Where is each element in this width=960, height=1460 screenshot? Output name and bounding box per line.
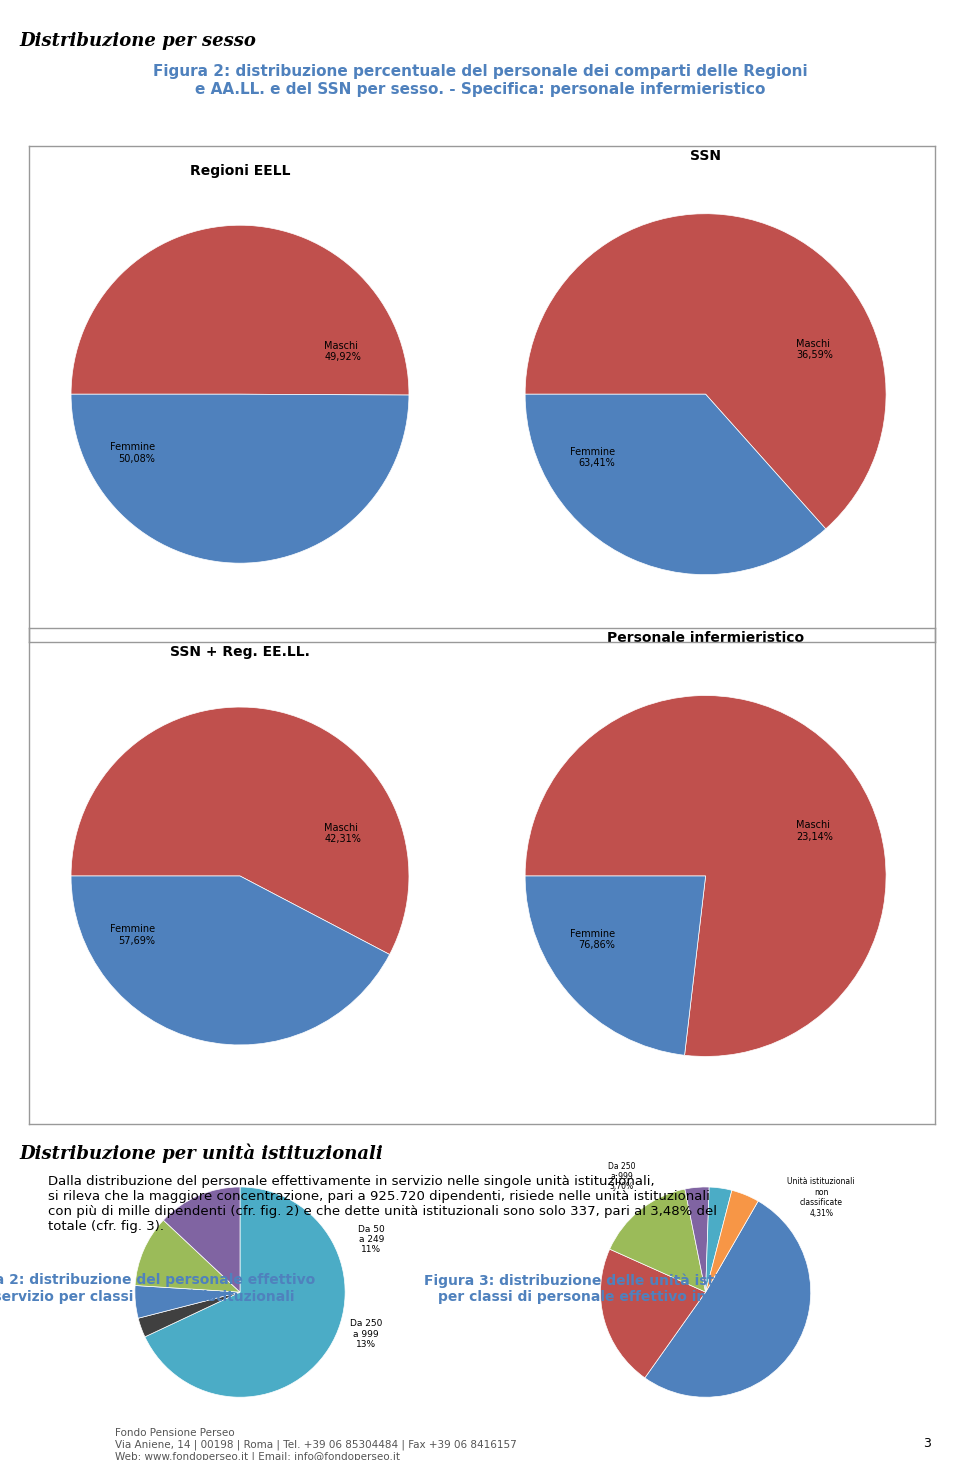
Wedge shape — [71, 225, 409, 396]
Wedge shape — [525, 213, 886, 529]
Wedge shape — [610, 1188, 706, 1292]
Title: Personale infermieristico: Personale infermieristico — [607, 631, 804, 645]
Text: Maschi
49,92%: Maschi 49,92% — [324, 340, 361, 362]
Text: Da 250
a 999
3,70%: Da 250 a 999 3,70% — [608, 1162, 636, 1191]
Wedge shape — [525, 394, 826, 575]
Text: Maschi
23,14%: Maschi 23,14% — [796, 821, 832, 842]
Wedge shape — [706, 1187, 732, 1292]
Wedge shape — [706, 1190, 758, 1292]
Wedge shape — [525, 695, 886, 1057]
Wedge shape — [135, 1285, 240, 1318]
Wedge shape — [138, 1292, 240, 1337]
Text: Distribuzione per sesso: Distribuzione per sesso — [19, 32, 256, 50]
Text: Da 50
a 249
11%: Da 50 a 249 11% — [358, 1225, 385, 1254]
Text: Figura 3: distribuzione delle unità istituzionali
per classi di personale effett: Figura 3: distribuzione delle unità isti… — [423, 1273, 786, 1304]
Text: Femmine
76,86%: Femmine 76,86% — [570, 929, 615, 950]
Text: Femmine
57,69%: Femmine 57,69% — [110, 924, 156, 946]
Wedge shape — [684, 1187, 709, 1292]
Title: SSN + Reg. EE.LL.: SSN + Reg. EE.LL. — [170, 645, 310, 660]
Wedge shape — [71, 876, 390, 1045]
Text: Figura 2: distribuzione percentuale del personale dei comparti delle Regioni
e A: Figura 2: distribuzione percentuale del … — [153, 64, 807, 96]
Wedge shape — [525, 876, 706, 1056]
Wedge shape — [71, 707, 409, 955]
Wedge shape — [145, 1187, 345, 1397]
Title: Regioni EELL: Regioni EELL — [190, 164, 290, 178]
Wedge shape — [601, 1250, 706, 1378]
Wedge shape — [71, 394, 409, 564]
Text: Femmine
63,41%: Femmine 63,41% — [570, 447, 615, 469]
Wedge shape — [645, 1202, 810, 1397]
Text: Fondo Pensione Perseo
Via Aniene, 14 | 00198 | Roma | Tel. +39 06 85304484 | Fax: Fondo Pensione Perseo Via Aniene, 14 | 0… — [115, 1428, 516, 1460]
Text: Figura 2: distribuzione del personale effettivo
in servizio per classi di unità : Figura 2: distribuzione del personale ef… — [0, 1273, 315, 1304]
Text: Distribuzione per unità istituzionali: Distribuzione per unità istituzionali — [19, 1143, 383, 1162]
Text: 3: 3 — [924, 1437, 931, 1450]
Wedge shape — [163, 1187, 240, 1292]
Text: Da 250
a 999
13%: Da 250 a 999 13% — [350, 1320, 382, 1349]
Text: Unità istituzionali
non
classificate
4,31%: Unità istituzionali non classificate 4,3… — [787, 1177, 855, 1218]
Text: Maschi
36,59%: Maschi 36,59% — [796, 339, 832, 361]
Wedge shape — [135, 1221, 240, 1292]
Text: Femmine
50,08%: Femmine 50,08% — [110, 442, 156, 464]
Text: Maschi
42,31%: Maschi 42,31% — [324, 822, 361, 844]
Text: Dalla distribuzione del personale effettivamente in servizio nelle singole unità: Dalla distribuzione del personale effett… — [48, 1175, 717, 1234]
Title: SSN: SSN — [690, 149, 721, 164]
